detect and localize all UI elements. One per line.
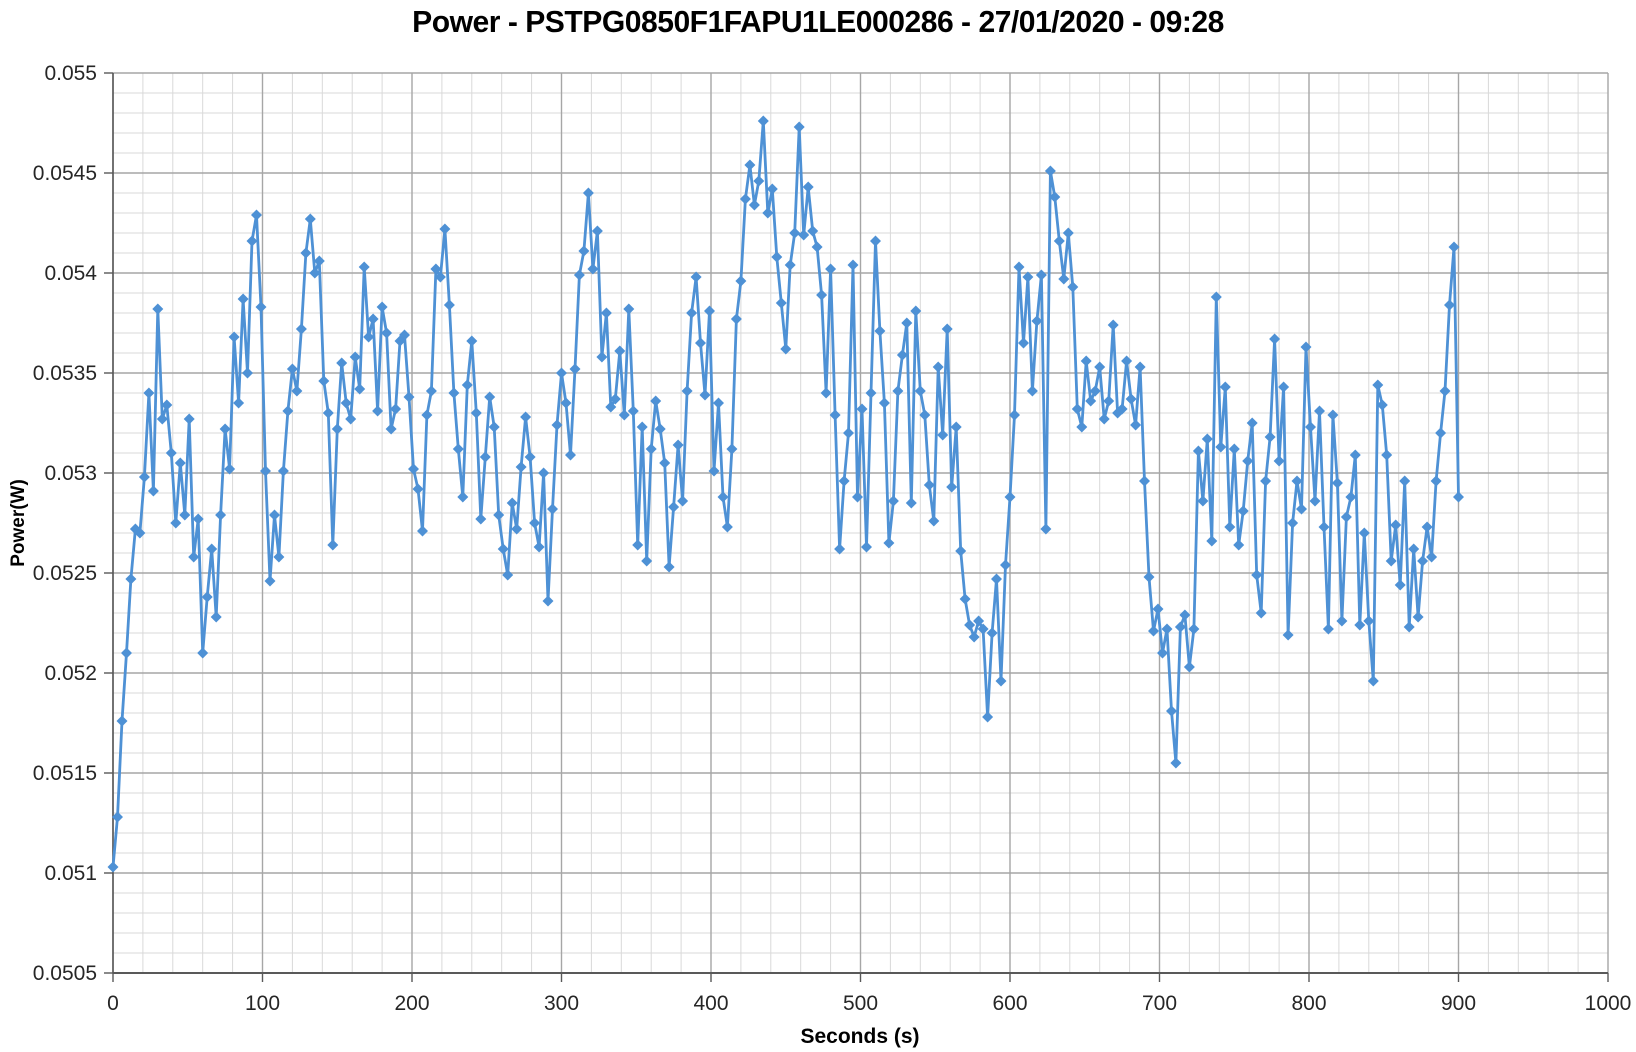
y-axis-tick-label: 0.0505 bbox=[33, 962, 97, 985]
y-axis-tick-label: 0.052 bbox=[44, 662, 97, 685]
x-axis-tick-label: 500 bbox=[843, 992, 878, 1015]
power-series bbox=[107, 115, 1464, 873]
y-axis-tick-label: 0.0535 bbox=[33, 362, 97, 385]
x-axis-tick-label: 800 bbox=[1291, 992, 1326, 1015]
x-axis-title: Seconds (s) bbox=[800, 1025, 919, 1048]
power-series-markers bbox=[107, 115, 1464, 873]
y-axis-tick-label: 0.053 bbox=[44, 462, 97, 485]
x-axis-tick-label: 300 bbox=[544, 992, 579, 1015]
y-axis-tick-label: 0.051 bbox=[44, 862, 97, 885]
y-axis-tick-labels: 0.0505 0.051 0.0515 0.052 0.0525 0.053 0.0535 0… bbox=[33, 62, 98, 985]
x-axis-tick-label: 1000 bbox=[1585, 992, 1632, 1015]
y-axis-title: Power(W) bbox=[8, 479, 29, 567]
x-axis-tick-label: 0 bbox=[107, 992, 119, 1015]
y-axis-tick-label: 0.054 bbox=[44, 262, 97, 285]
y-axis-tick-label: 0.0515 bbox=[33, 762, 97, 785]
x-axis-tick-label: 600 bbox=[992, 992, 1027, 1015]
x-axis-tick-label: 200 bbox=[394, 992, 429, 1015]
major-gridlines bbox=[113, 72, 1609, 973]
y-axis-tick-label: 0.0525 bbox=[33, 562, 97, 585]
y-axis-tick-label: 0.055 bbox=[44, 62, 97, 85]
x-axis-tick-label: 700 bbox=[1142, 992, 1177, 1015]
x-axis-tick-label: 900 bbox=[1441, 992, 1476, 1015]
x-axis-tick-label: 400 bbox=[693, 992, 728, 1015]
y-axis-tick-label: 0.0545 bbox=[33, 162, 97, 185]
x-axis-tick-labels: 0 100 200 300 400 500 600 700 800 900 1000 bbox=[107, 992, 1631, 1015]
axis-tick-marks bbox=[104, 72, 1609, 982]
x-axis-tick-label: 100 bbox=[245, 992, 280, 1015]
chart-title: Power - PSTPG0850F1FAPU1LE000286 - 27/01… bbox=[412, 4, 1224, 39]
